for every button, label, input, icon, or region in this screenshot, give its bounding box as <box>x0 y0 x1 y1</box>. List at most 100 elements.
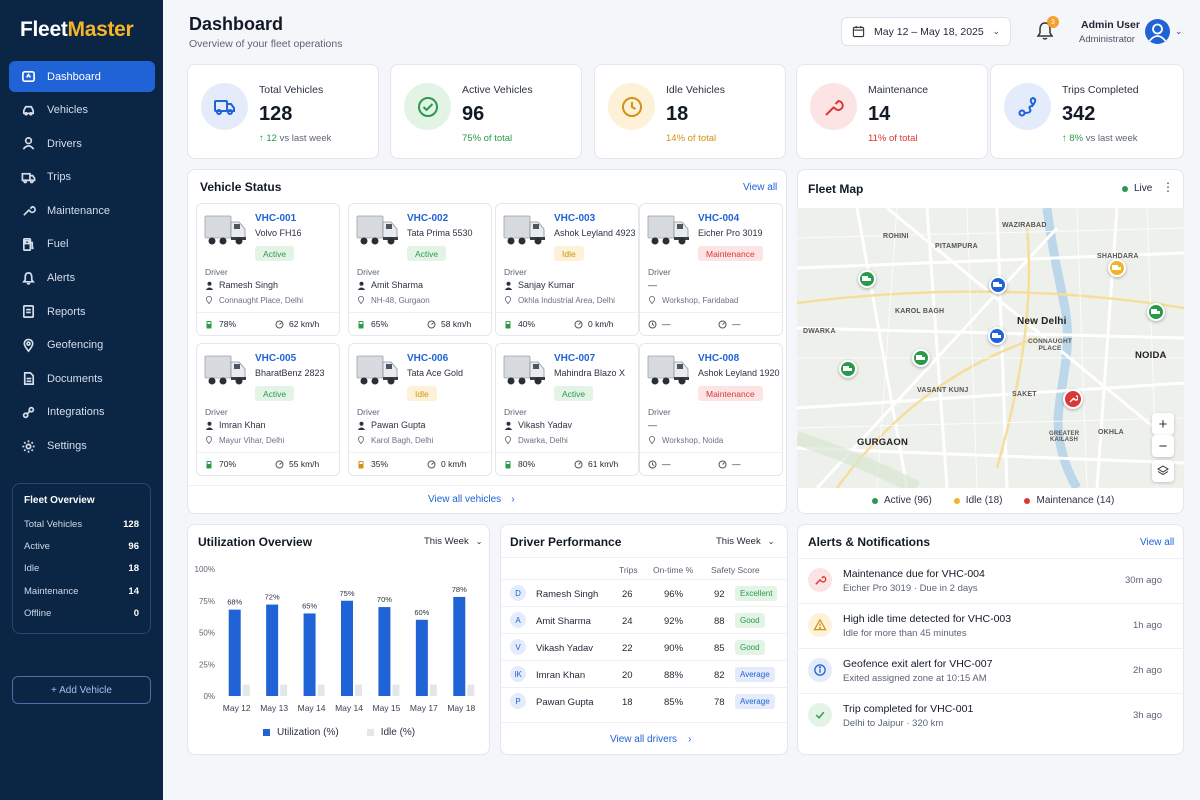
sidebar-item-drivers[interactable]: Drivers <box>9 128 155 159</box>
vehicle-card[interactable]: VHC-008 Ashok Leyland 1920 Maintenance Driv… <box>639 343 783 476</box>
idle-bar[interactable] <box>355 684 362 696</box>
ontime-value: 88% <box>664 670 684 681</box>
vehicle-id[interactable]: VHC-006 <box>407 353 449 364</box>
vehicle-id[interactable]: VHC-003 <box>554 213 596 224</box>
vehicle-card[interactable]: VHC-006 Tata Ace Gold Idle Driver Pawan Gupt… <box>348 343 492 476</box>
vehicle-id[interactable]: VHC-004 <box>698 213 740 224</box>
data-label: 68% <box>227 598 242 607</box>
vehicle-id[interactable]: VHC-001 <box>255 213 297 224</box>
speedometer-icon <box>275 460 284 469</box>
sidebar-item-integrations[interactable]: Integrations <box>9 397 155 428</box>
user-menu-chevron-icon[interactable]: ⌄ <box>1175 26 1183 36</box>
utilization-bar[interactable] <box>228 609 241 696</box>
kpi-card-idle-vehicles[interactable]: Idle Vehicles 18 14% of total <box>594 64 786 159</box>
sidebar-item-vehicles[interactable]: Vehicles <box>9 95 155 126</box>
fleet-map[interactable]: WAZIRABAD ROHINI PITAMPURA SHAHDARA KARO… <box>797 208 1184 488</box>
fleet-overview-title: Fleet Overview <box>24 495 95 506</box>
alert-item[interactable]: High idle time detected for VHC-003 Idle … <box>797 603 1184 648</box>
sidebar-item-settings[interactable]: Settings <box>9 431 155 462</box>
vehicle-id[interactable]: VHC-005 <box>255 353 297 364</box>
sidebar-item-maintenance[interactable]: Maintenance <box>9 195 155 226</box>
sidebar-item-documents[interactable]: Documents <box>9 363 155 394</box>
vehicle-card[interactable]: VHC-005 BharatBenz 2823 Active Driver Imran … <box>196 343 340 476</box>
driver-name: Sanjay Kumar <box>504 280 575 290</box>
vehicle-card[interactable]: VHC-002 Tata Prima 5530 Active Driver Amit S… <box>348 203 492 336</box>
vehicle-card[interactable]: VHC-003 Ashok Leyland 4923 Idle Driver Sanja… <box>495 203 639 336</box>
table-row[interactable]: P Pawan Gupta 18 85% 78 Average <box>500 687 788 714</box>
map-pin-maintenance[interactable] <box>1063 389 1083 409</box>
more-options-icon[interactable]: ⋮ <box>1162 180 1174 194</box>
layers-button[interactable] <box>1152 460 1174 482</box>
map-pin-active[interactable] <box>839 360 857 378</box>
report-icon <box>20 304 36 320</box>
date-range-picker[interactable]: May 12 – May 18, 2025 ⌄ <box>841 17 1011 46</box>
map-pin-active[interactable] <box>989 276 1007 294</box>
safety-header: Safety Score <box>711 565 760 575</box>
zoom-out-button[interactable]: − <box>1152 435 1174 457</box>
vehicle-id[interactable]: VHC-002 <box>407 213 449 224</box>
vehicle-card[interactable]: VHC-004 Eicher Pro 3019 Maintenance Driver —… <box>639 203 783 336</box>
truck-image <box>502 213 546 246</box>
kpi-subtext: 11% of total <box>868 133 918 144</box>
alerts-view-all-link[interactable]: View all <box>1140 537 1175 548</box>
view-all-vehicles-link[interactable]: View all vehicles › <box>428 494 515 505</box>
kpi-card-active-vehicles[interactable]: Active Vehicles 96 75% of total <box>390 64 582 159</box>
utilization-bar[interactable] <box>303 613 316 696</box>
utilization-bar[interactable] <box>266 604 279 696</box>
alert-item[interactable]: Geofence exit alert for VHC-007 Exited as… <box>797 648 1184 693</box>
map-pin-active[interactable] <box>912 349 930 367</box>
map-pin-idle[interactable] <box>1108 259 1126 277</box>
x-tick-label: May 15 <box>372 703 400 713</box>
alert-time: 1h ago <box>1132 620 1162 631</box>
vehicle-id[interactable]: VHC-007 <box>554 353 596 364</box>
sidebar-item-fuel[interactable]: Fuel <box>9 229 155 260</box>
avatar[interactable] <box>1145 19 1170 44</box>
driver-period-dropdown[interactable]: This Week ⌄ <box>716 536 775 547</box>
vehicle-card[interactable]: VHC-001 Volvo FH16 Active Driver Ramesh Sing… <box>196 203 340 336</box>
map-pin-active[interactable] <box>1147 303 1165 321</box>
sidebar-item-trips[interactable]: Trips <box>9 162 155 193</box>
vehicle-status-view-all-link[interactable]: View all <box>743 182 778 193</box>
sidebar-item-alerts[interactable]: Alerts <box>9 263 155 294</box>
location-icon <box>20 337 36 353</box>
utilization-bar[interactable] <box>415 619 428 696</box>
alert-item[interactable]: Trip completed for VHC-001 Delhi to Jaipu… <box>797 693 1184 738</box>
kpi-card-trips-completed[interactable]: Trips Completed 342 ↑ 8% vs last week <box>990 64 1184 159</box>
sidebar-item-label: Documents <box>47 372 103 385</box>
utilization-period-dropdown[interactable]: This Week ⌄ <box>424 536 483 547</box>
idle-bar[interactable] <box>242 684 250 696</box>
user-icon <box>357 281 366 290</box>
kpi-card-maintenance[interactable]: Maintenance 14 11% of total <box>796 64 988 159</box>
location-pin-icon <box>504 436 513 445</box>
table-row[interactable]: V Vikash Yadav 22 90% 85 Good <box>500 633 788 660</box>
idle-bar[interactable] <box>467 684 475 696</box>
add-vehicle-button[interactable]: + Add Vehicle <box>12 676 151 704</box>
view-all-drivers-link[interactable]: View all drivers › <box>610 734 692 745</box>
vehicle-card[interactable]: VHC-007 Mahindra Blazo X Active Driver Vikas… <box>495 343 639 476</box>
status-badge: Maintenance <box>698 246 763 261</box>
table-row[interactable]: A Amit Sharma 24 92% 88 Good <box>500 606 788 633</box>
table-row[interactable]: IK Imran Khan 20 88% 82 Average <box>500 660 788 687</box>
idle-bar[interactable] <box>280 684 288 696</box>
vehicle-id[interactable]: VHC-008 <box>698 353 740 364</box>
app-logo[interactable]: FleetMaster <box>20 18 134 41</box>
table-row[interactable]: D Ramesh Singh 26 96% 92 Excellent <box>500 579 788 606</box>
idle-bar[interactable] <box>392 684 400 696</box>
utilization-title: Utilization Overview <box>198 535 313 549</box>
map-pin-active[interactable] <box>988 327 1006 345</box>
map-pin-active[interactable] <box>858 270 876 288</box>
kpi-card-total-vehicles[interactable]: Total Vehicles 128 ↑ 12 vs last week <box>187 64 379 159</box>
sidebar-item-reports[interactable]: Reports <box>9 296 155 327</box>
wrench-icon <box>810 83 857 130</box>
idle-bar[interactable] <box>429 684 437 696</box>
alert-item[interactable]: Maintenance due for VHC-004 Eicher Pro 30… <box>797 558 1184 603</box>
utilization-bar[interactable] <box>453 596 466 696</box>
sidebar-item-geofencing[interactable]: Geofencing <box>9 330 155 361</box>
check-circle-icon <box>404 83 451 130</box>
avatar: P <box>510 693 526 709</box>
sidebar-item-dashboard[interactable]: Dashboard <box>9 61 155 92</box>
zoom-in-button[interactable]: + <box>1152 413 1174 435</box>
utilization-bar[interactable] <box>378 607 391 696</box>
utilization-bar[interactable] <box>341 600 353 696</box>
idle-bar[interactable] <box>317 684 325 696</box>
